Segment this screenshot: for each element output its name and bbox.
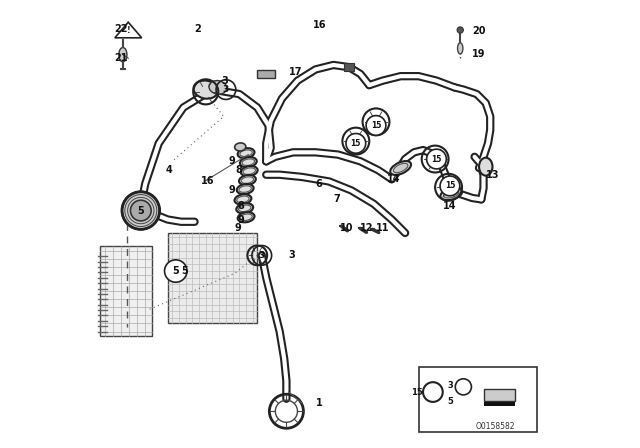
Text: 6: 6: [316, 179, 323, 189]
Text: O0158582: O0158582: [476, 422, 515, 431]
Bar: [484, 402, 515, 406]
Text: 14: 14: [387, 174, 401, 184]
Circle shape: [366, 116, 386, 135]
Text: 8: 8: [237, 201, 244, 211]
Ellipse shape: [240, 157, 257, 167]
Bar: [484, 388, 515, 401]
Bar: [419, 367, 538, 432]
Text: 3: 3: [221, 76, 228, 86]
Text: 16: 16: [314, 20, 327, 30]
Circle shape: [131, 200, 151, 221]
Text: 5: 5: [172, 266, 179, 276]
Bar: [257, 70, 275, 78]
Circle shape: [440, 176, 460, 196]
Ellipse shape: [440, 188, 462, 200]
Ellipse shape: [193, 81, 218, 99]
Text: 15: 15: [412, 388, 423, 396]
Ellipse shape: [119, 47, 127, 62]
Ellipse shape: [479, 158, 493, 176]
Text: 10: 10: [340, 224, 354, 233]
Text: 17: 17: [289, 67, 302, 77]
Text: 22: 22: [114, 24, 127, 34]
Text: 15: 15: [431, 155, 442, 164]
Bar: [100, 246, 152, 336]
Ellipse shape: [394, 164, 408, 172]
Ellipse shape: [237, 148, 255, 158]
Text: !: !: [127, 26, 130, 35]
Text: 13: 13: [486, 170, 499, 180]
Ellipse shape: [444, 190, 459, 198]
Bar: [344, 63, 355, 71]
Ellipse shape: [237, 184, 253, 194]
Text: 21: 21: [114, 53, 127, 63]
Text: 20: 20: [472, 26, 486, 36]
Bar: [168, 233, 257, 323]
Text: 15: 15: [371, 121, 381, 130]
Text: 9: 9: [228, 185, 235, 195]
Text: 15: 15: [351, 139, 361, 148]
Text: 5: 5: [181, 266, 188, 276]
Ellipse shape: [458, 43, 463, 54]
Ellipse shape: [235, 143, 246, 151]
Text: 5: 5: [447, 396, 454, 405]
Text: 8: 8: [235, 165, 242, 175]
Ellipse shape: [209, 81, 227, 94]
Text: 9: 9: [235, 224, 242, 233]
Text: 15: 15: [445, 181, 455, 190]
Ellipse shape: [239, 175, 256, 185]
Circle shape: [164, 260, 187, 282]
Ellipse shape: [234, 194, 252, 204]
Text: 3: 3: [448, 381, 454, 390]
Text: 19: 19: [472, 49, 486, 59]
Text: 14: 14: [443, 201, 457, 211]
Text: 12: 12: [360, 224, 374, 233]
Text: 3: 3: [259, 251, 265, 260]
Text: 16: 16: [201, 177, 215, 186]
Circle shape: [457, 27, 463, 33]
Text: 11: 11: [376, 224, 390, 233]
Ellipse shape: [390, 161, 411, 175]
Text: 9: 9: [228, 156, 235, 166]
Circle shape: [346, 134, 365, 153]
Text: 9: 9: [237, 215, 244, 224]
Text: 5: 5: [138, 206, 144, 215]
Text: 7: 7: [333, 194, 340, 204]
Circle shape: [427, 149, 446, 169]
Text: 2: 2: [195, 24, 202, 34]
Text: 3: 3: [223, 85, 229, 94]
Text: 1: 1: [316, 398, 323, 408]
Circle shape: [122, 192, 159, 229]
Ellipse shape: [236, 203, 253, 213]
Text: 4: 4: [165, 165, 172, 175]
Ellipse shape: [237, 212, 255, 222]
Ellipse shape: [241, 166, 258, 176]
Text: 3: 3: [289, 250, 296, 260]
